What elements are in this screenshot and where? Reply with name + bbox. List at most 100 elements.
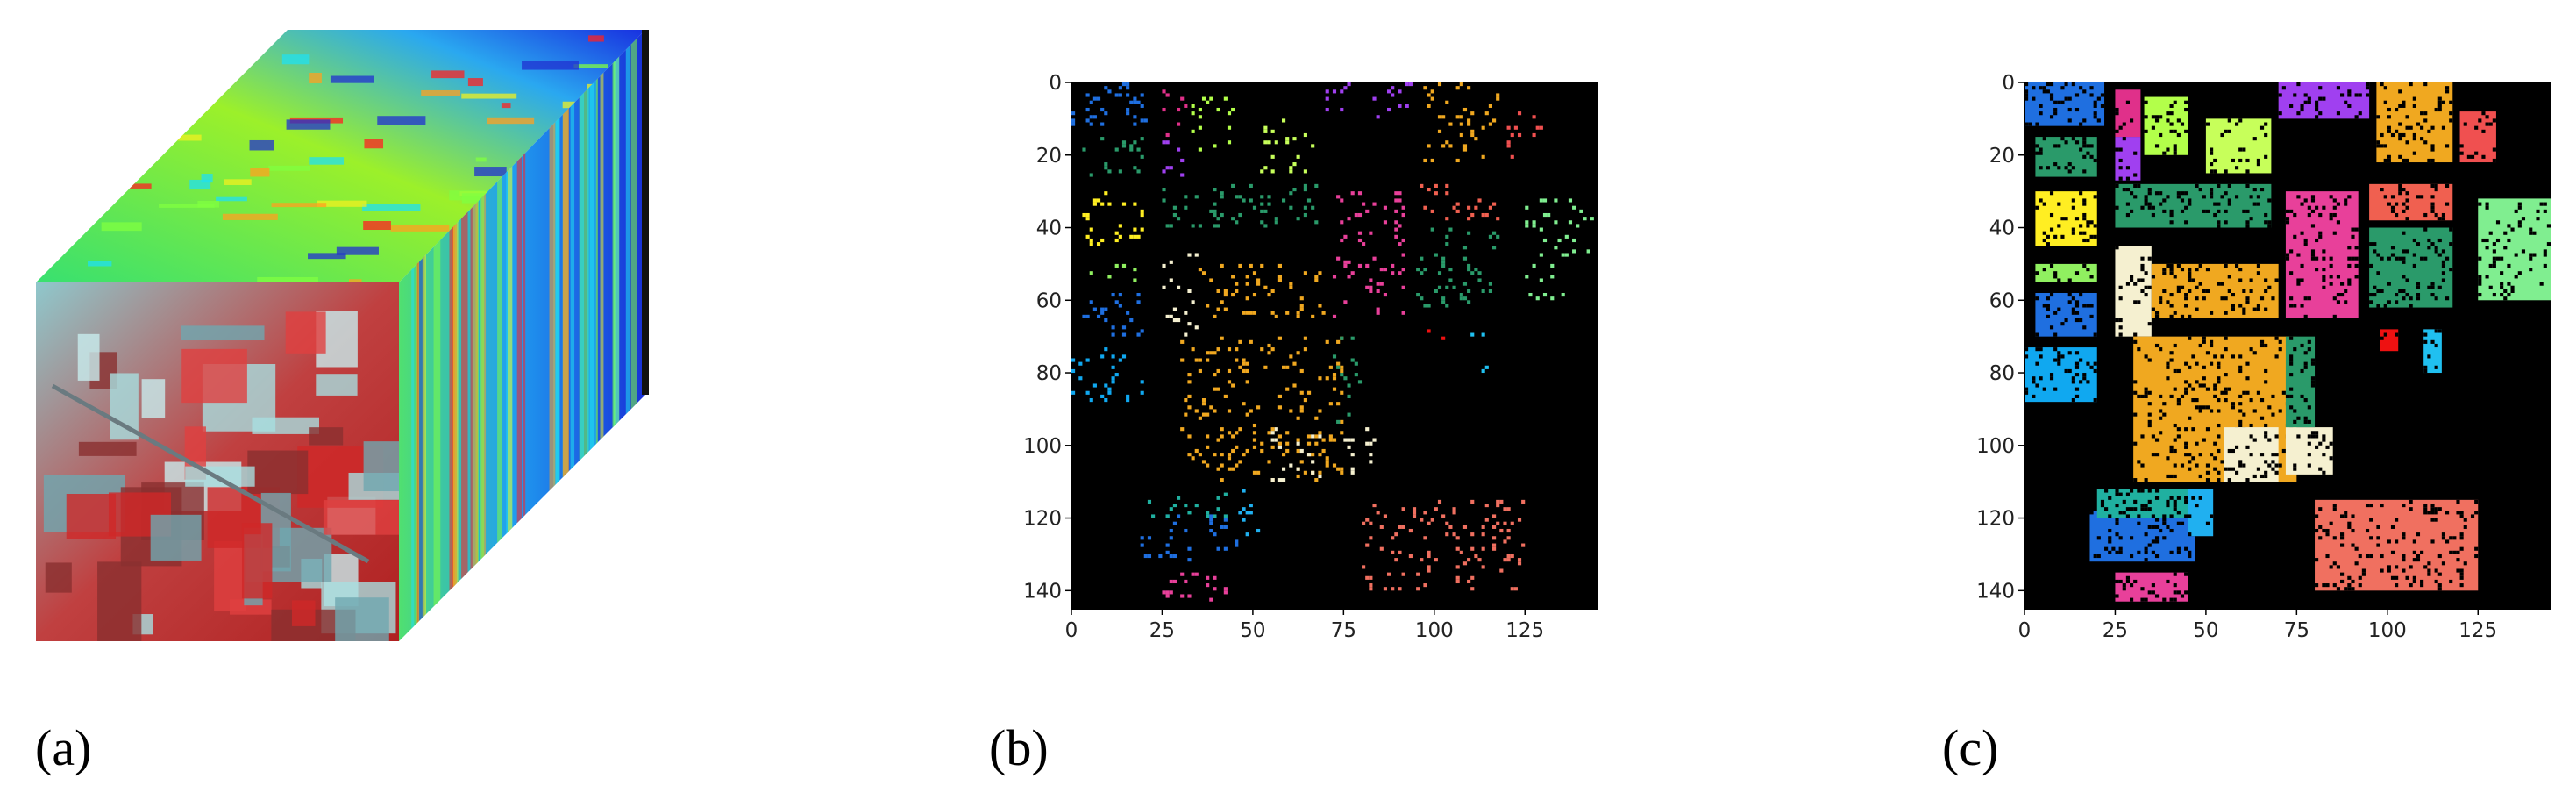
sample-pixel bbox=[1165, 543, 1170, 547]
sample-pixel bbox=[1459, 115, 1463, 119]
sample-pixel bbox=[1227, 125, 1232, 130]
sample-pixel bbox=[1481, 154, 1485, 159]
sample-pixel bbox=[1459, 550, 1463, 554]
sample-pixel bbox=[1325, 463, 1329, 468]
y-tick-label: 120 bbox=[1976, 508, 2015, 531]
sample-pixel bbox=[1420, 256, 1424, 261]
sample-pixel bbox=[1126, 86, 1130, 90]
hole bbox=[2089, 275, 2094, 279]
hole bbox=[2347, 246, 2352, 250]
hole bbox=[2492, 260, 2496, 264]
hole bbox=[2173, 448, 2177, 454]
texture bbox=[141, 379, 166, 418]
hole bbox=[2217, 361, 2221, 366]
sample-pixel bbox=[1238, 427, 1242, 432]
hole bbox=[2042, 238, 2046, 243]
sample-pixel bbox=[1455, 546, 1460, 551]
hole bbox=[2025, 89, 2029, 94]
hole bbox=[2267, 224, 2272, 228]
hole bbox=[2507, 263, 2511, 268]
hole bbox=[2210, 188, 2214, 192]
sample-pixel bbox=[1350, 470, 1355, 475]
hole bbox=[2227, 387, 2231, 391]
hole bbox=[2053, 311, 2058, 315]
hole bbox=[2067, 96, 2072, 101]
hole bbox=[2130, 209, 2134, 213]
sample-pixel bbox=[1104, 398, 1108, 403]
hole bbox=[2369, 300, 2373, 304]
hole bbox=[2380, 144, 2384, 148]
hole bbox=[2430, 285, 2435, 289]
hole bbox=[2423, 565, 2428, 569]
hole bbox=[2213, 212, 2217, 218]
hole bbox=[2169, 496, 2174, 500]
sample-pixel bbox=[1213, 514, 1217, 518]
hole bbox=[2169, 550, 2174, 554]
hole bbox=[2115, 532, 2119, 537]
hole bbox=[2202, 339, 2206, 344]
sample-pixel bbox=[1177, 285, 1181, 289]
sample-pixel bbox=[1340, 419, 1344, 424]
sample-pixel bbox=[1277, 278, 1282, 282]
sample-pixel bbox=[1085, 118, 1090, 123]
sample-pixel bbox=[1270, 311, 1275, 315]
sample-pixel bbox=[1129, 147, 1134, 152]
sample-pixel bbox=[1082, 314, 1086, 318]
sample-pixel bbox=[1542, 212, 1548, 218]
hole bbox=[2118, 285, 2123, 289]
hole bbox=[2430, 339, 2435, 344]
hole bbox=[2169, 528, 2174, 533]
sample-pixel bbox=[1267, 460, 1271, 464]
sample-pixel bbox=[1394, 198, 1398, 203]
hole bbox=[2173, 368, 2177, 374]
sample-pixel bbox=[1369, 521, 1373, 525]
hole bbox=[2340, 532, 2345, 537]
sample-pixel bbox=[1554, 198, 1558, 203]
hole bbox=[2147, 202, 2152, 206]
sample-pixel bbox=[1162, 169, 1166, 174]
texture bbox=[411, 30, 415, 641]
hole bbox=[2463, 525, 2467, 529]
sample-pixel bbox=[1216, 467, 1220, 471]
hole bbox=[2303, 198, 2308, 203]
hole bbox=[2245, 478, 2250, 482]
hole bbox=[2195, 463, 2199, 468]
hole bbox=[2188, 550, 2192, 554]
sample-pixel bbox=[1078, 361, 1083, 366]
hole bbox=[2205, 478, 2210, 482]
sample-pixel bbox=[1172, 307, 1177, 311]
hole bbox=[2144, 195, 2148, 199]
sample-pixel bbox=[1583, 217, 1587, 221]
hole bbox=[2060, 217, 2065, 221]
hole bbox=[2176, 590, 2181, 595]
sample-pixel bbox=[1206, 412, 1210, 417]
hole bbox=[2224, 373, 2228, 377]
sample-pixel bbox=[1270, 129, 1275, 133]
sample-pixel bbox=[1340, 373, 1344, 377]
hole bbox=[2296, 111, 2301, 116]
hole bbox=[2369, 263, 2373, 268]
hole bbox=[2430, 511, 2435, 515]
hole bbox=[2205, 427, 2210, 432]
hole bbox=[2517, 220, 2522, 225]
hole bbox=[2093, 398, 2097, 403]
hole bbox=[2398, 154, 2402, 159]
hole bbox=[2434, 212, 2438, 218]
hole bbox=[2074, 300, 2080, 304]
sample-pixel bbox=[1445, 285, 1449, 289]
sample-pixel bbox=[1206, 100, 1210, 104]
hole bbox=[2169, 263, 2174, 268]
class-region bbox=[2115, 89, 2141, 138]
sample-pixel bbox=[1249, 198, 1253, 203]
sample-pixel bbox=[1503, 507, 1507, 511]
hole bbox=[2278, 347, 2282, 352]
sample-pixel bbox=[1223, 546, 1228, 551]
sample-pixel bbox=[1172, 504, 1177, 508]
hole bbox=[2271, 453, 2275, 457]
sample-pixel bbox=[1484, 365, 1489, 369]
texture bbox=[422, 30, 426, 641]
hole bbox=[2466, 154, 2471, 159]
sample-pixel bbox=[1270, 347, 1275, 352]
hole bbox=[2376, 253, 2380, 257]
sample-pixel bbox=[1448, 268, 1453, 272]
